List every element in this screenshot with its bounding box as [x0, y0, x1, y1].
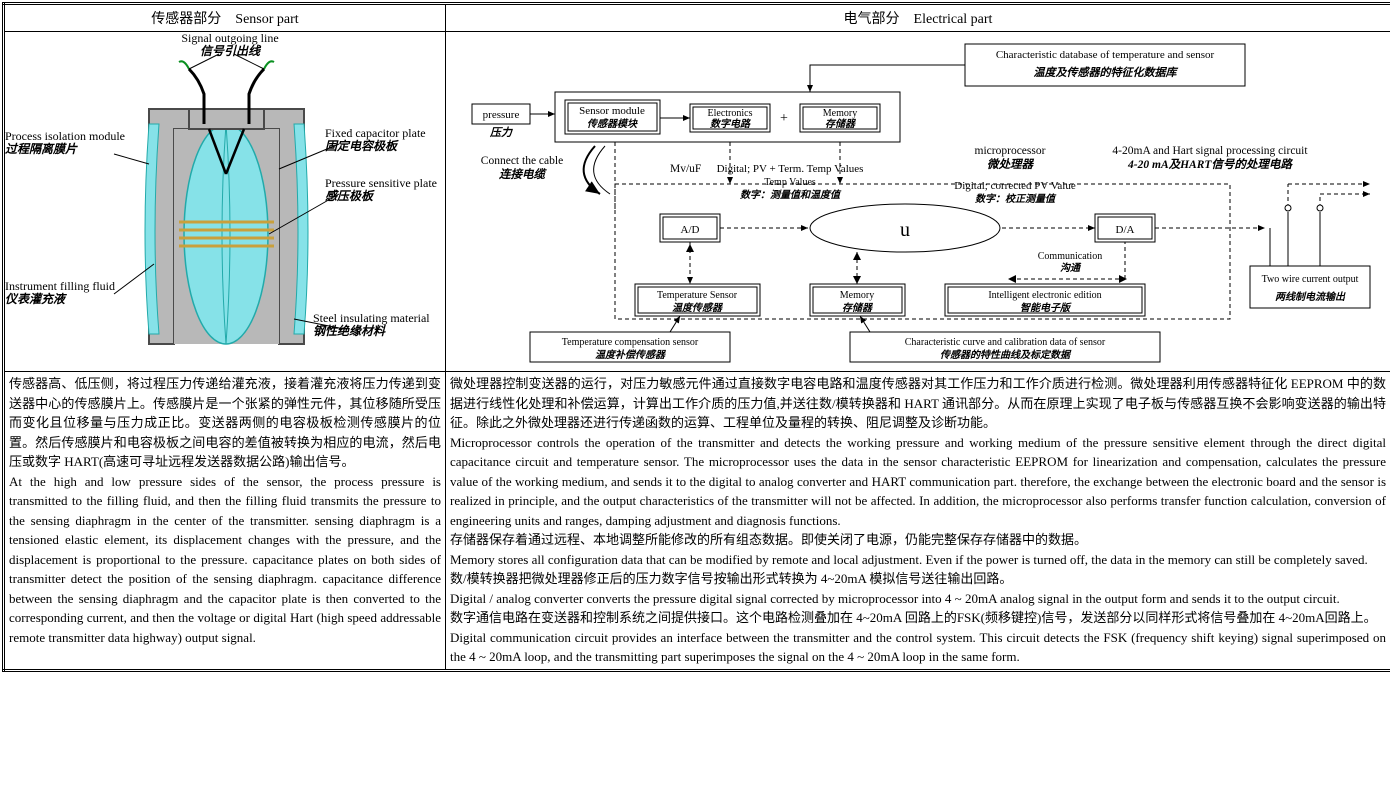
svg-text:传感器模块: 传感器模块 — [587, 118, 638, 130]
svg-text:Digital; PV + Term. Temp Value: Digital; PV + Term. Temp Values — [717, 163, 864, 175]
elec-diagram-cell: Characteristic database of temperature a… — [446, 32, 1390, 372]
svg-text:Connect the cable: Connect the cable — [481, 155, 563, 167]
elec-p2-zh: 存储器保存着通过远程、本地调整所能修改的所有组态数据。即使关闭了电源，仍能完整保… — [450, 530, 1386, 550]
svg-text:Characteristic database of tem: Characteristic database of temperature a… — [996, 49, 1215, 61]
svg-text:数字电路: 数字电路 — [710, 118, 751, 130]
elec-p4-en: Digital communication circuit provides a… — [450, 628, 1386, 667]
header-elec: 电气部分 Electrical part — [446, 4, 1390, 32]
svg-text:Electronics: Electronics — [708, 108, 753, 119]
svg-text:Communication: Communication — [1038, 251, 1102, 262]
header-elec-en: Electrical part — [914, 12, 993, 27]
sensor-text-en: At the high and low pressure sides of th… — [9, 472, 441, 648]
svg-text:温度及传感器的特征化数据库: 温度及传感器的特征化数据库 — [1034, 66, 1179, 79]
header-elec-zh: 电气部分 — [844, 12, 900, 27]
header-sensor-en: Sensor part — [235, 12, 298, 27]
elec-p1-zh: 微处理器控制变送器的运行，对压力敏感元件通过直接数字电容电路和温度传感器对其工作… — [450, 374, 1386, 433]
svg-text:u: u — [900, 219, 910, 241]
elec-p2-en: Memory stores all configuration data tha… — [450, 550, 1386, 570]
label-pressure-plate: Pressure sensitive plate 感压极板 — [325, 177, 445, 203]
label-capacitor: Fixed capacitor plate 固定电容极板 — [325, 127, 445, 153]
svg-text:数字：测量值和温度值: 数字：测量值和温度值 — [740, 189, 842, 201]
svg-text:Characteristic curve and calib: Characteristic curve and calibration dat… — [905, 337, 1106, 348]
sensor-diagram-cell: Signal outgoing line 信号引出线 Process isola… — [4, 32, 446, 372]
elec-p3-zh: 数/模转换器把微处理器修正后的压力数字信号按输出形式转换为 4~20mA 模拟信… — [450, 569, 1386, 589]
main-table: 传感器部分 Sensor part 电气部分 Electrical part — [2, 2, 1390, 672]
svg-text:数字：校正测量值: 数字：校正测量值 — [975, 193, 1057, 205]
svg-text:Memory: Memory — [823, 108, 857, 119]
elec-p3-en: Digital / analog converter converts the … — [450, 589, 1386, 609]
svg-text:4-20 mA及HART信号的处理电路: 4-20 mA及HART信号的处理电路 — [1127, 158, 1293, 171]
svg-text:+: + — [780, 111, 788, 126]
sensor-text-cell: 传感器高、低压侧，将过程压力传递给灌充液，接着灌充液将压力传递到变送器中心的传感… — [4, 372, 446, 671]
svg-text:Mv/uF: Mv/uF — [670, 163, 701, 175]
svg-text:Temperature compensation senso: Temperature compensation sensor — [562, 337, 699, 348]
sensor-text-zh: 传感器高、低压侧，将过程压力传递给灌充液，接着灌充液将压力传递到变送器中心的传感… — [9, 374, 441, 472]
svg-text:A/D: A/D — [681, 224, 700, 236]
svg-text:压力: 压力 — [489, 126, 513, 139]
svg-text:D/A: D/A — [1116, 224, 1135, 236]
label-signal-line: Signal outgoing line 信号引出线 — [150, 32, 310, 58]
svg-text:连接电缆: 连接电缆 — [499, 168, 547, 181]
svg-text:存储器: 存储器 — [842, 302, 874, 314]
label-isolation: Process isolation module 过程隔离膜片 — [5, 130, 135, 156]
header-sensor-zh: 传感器部分 — [151, 12, 221, 27]
elec-text-cell: 微处理器控制变送器的运行，对压力敏感元件通过直接数字电容电路和温度传感器对其工作… — [446, 372, 1390, 671]
svg-text:Digital; corrected PV Value: Digital; corrected PV Value — [954, 180, 1076, 192]
svg-text:microprocessor: microprocessor — [975, 145, 1046, 157]
svg-text:Two wire current output: Two wire current output — [1262, 274, 1359, 285]
svg-text:Sensor module: Sensor module — [579, 105, 645, 117]
svg-text:Temp Values: Temp Values — [764, 177, 816, 188]
elec-p1-en: Microprocessor controls the operation of… — [450, 433, 1386, 531]
svg-text:4-20mA and Hart signal process: 4-20mA and Hart signal processing circui… — [1112, 145, 1308, 157]
svg-text:pressure: pressure — [483, 109, 520, 121]
svg-text:Temperature Sensor: Temperature Sensor — [657, 290, 738, 301]
elec-diagram-svg: Characteristic database of temperature a… — [450, 34, 1386, 368]
label-filling: Instrument filling fluid 仪表灌充液 — [5, 280, 130, 306]
svg-text:存储器: 存储器 — [825, 118, 857, 130]
svg-text:两线制电流输出: 两线制电流输出 — [1275, 291, 1346, 303]
svg-text:温度补偿传感器: 温度补偿传感器 — [595, 349, 667, 361]
svg-text:传感器的特性曲线及标定数据: 传感器的特性曲线及标定数据 — [940, 349, 1072, 361]
svg-text:智能电子版: 智能电子版 — [1020, 302, 1072, 314]
elec-p4-zh: 数字通信电路在变送器和控制系统之间提供接口。这个电路检测叠加在 4~20mA 回… — [450, 608, 1386, 628]
header-sensor: 传感器部分 Sensor part — [4, 4, 446, 32]
svg-text:Intelligent electronic edition: Intelligent electronic edition — [988, 290, 1101, 301]
svg-text:微处理器: 微处理器 — [987, 158, 1034, 171]
svg-text:Memory: Memory — [840, 290, 874, 301]
svg-text:沟通: 沟通 — [1060, 262, 1082, 274]
label-steel: Steel insulating material 钢性绝缘材料 — [313, 312, 443, 338]
svg-text:温度传感器: 温度传感器 — [672, 302, 724, 314]
